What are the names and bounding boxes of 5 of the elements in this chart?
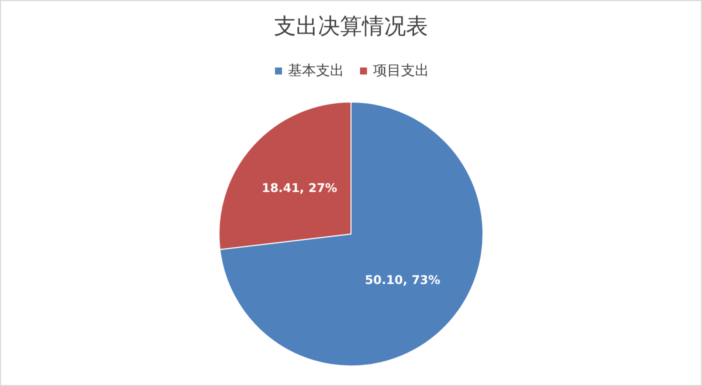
legend-label: 基本支出 bbox=[288, 63, 344, 79]
chart-title: 支出决算情况表 bbox=[274, 14, 428, 40]
legend-label: 项目支出 bbox=[373, 63, 429, 79]
data-label: 18.41, 27% bbox=[262, 181, 338, 196]
data-label: 50.10, 73% bbox=[364, 272, 440, 287]
